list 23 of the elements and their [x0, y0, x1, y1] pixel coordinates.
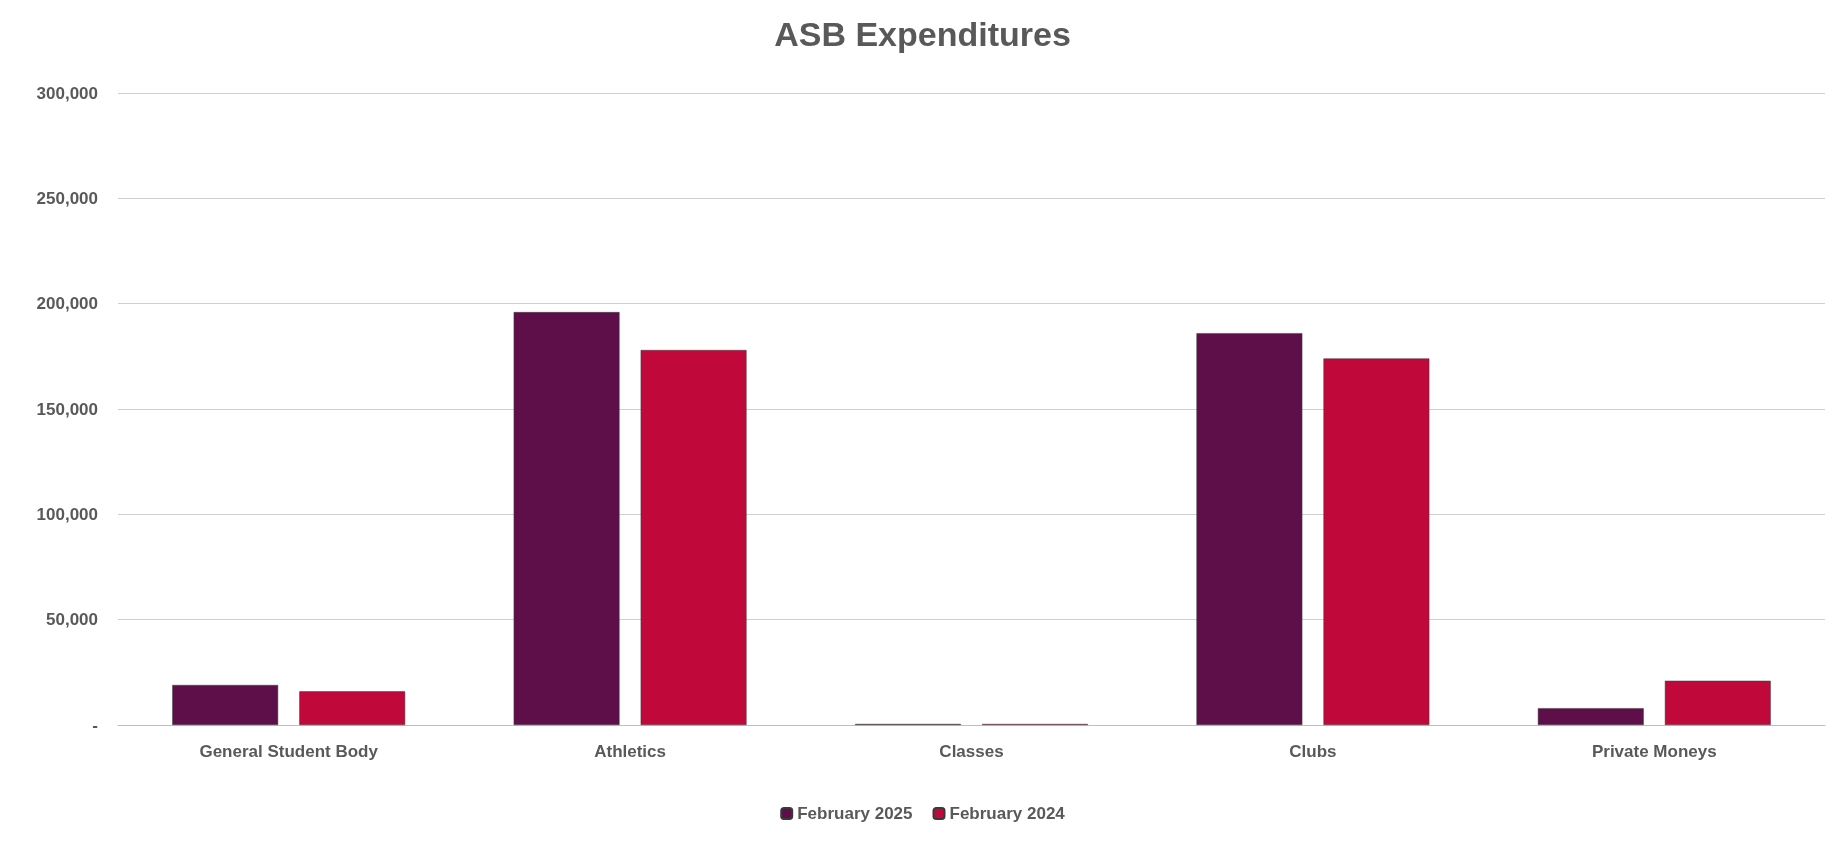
bar [640, 350, 747, 725]
legend-label: February 2024 [949, 804, 1066, 823]
y-tick-label: 200,000 [36, 294, 98, 314]
chart-title: ASB Expenditures [774, 15, 1071, 53]
bar [513, 312, 620, 725]
x-tick-label: Athletics [594, 742, 666, 761]
x-tick-label: Clubs [1289, 742, 1337, 761]
x-tick-label: Private Moneys [1591, 742, 1717, 761]
bar [299, 691, 406, 725]
bar [1196, 333, 1303, 725]
y-tick-label: 300,000 [36, 83, 98, 103]
y-tick-label: - [92, 715, 98, 735]
x-tick-label: Classes [939, 742, 1004, 761]
y-tick-label: 100,000 [36, 504, 98, 524]
legend-label: February 2025 [797, 804, 913, 823]
bar [1323, 358, 1430, 725]
x-tick-label: General Student Body [199, 742, 379, 761]
bar [1537, 708, 1644, 725]
y-tick-label: 50,000 [46, 610, 98, 630]
bar [1664, 680, 1771, 725]
y-tick-label: 250,000 [36, 188, 98, 208]
y-tick-label: 150,000 [36, 399, 98, 419]
bar [172, 684, 279, 725]
